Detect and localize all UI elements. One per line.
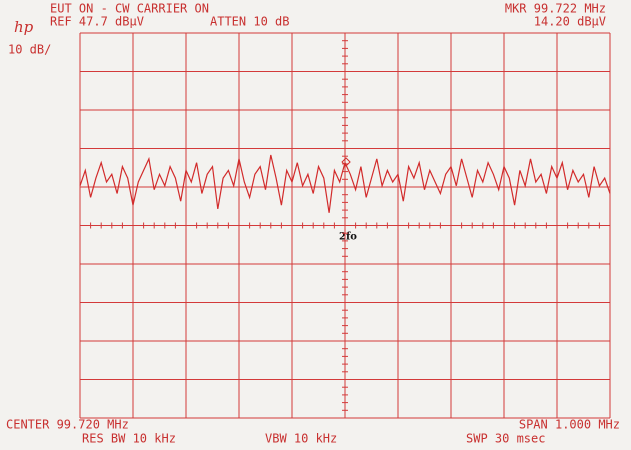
center-frequency: CENTER 99.720 MHz	[6, 418, 129, 432]
marker-level: 14.20 dBµV	[534, 15, 606, 29]
sweep-time: SWP 30 msec	[466, 432, 545, 446]
marker-frequency: MKR 99.722 MHz	[505, 2, 606, 16]
plot-area	[79, 32, 611, 419]
video-bandwidth: VBW 10 kHz	[265, 432, 337, 446]
logo: hp	[14, 18, 34, 36]
span: SPAN 1.000 MHz	[519, 418, 620, 432]
resolution-bandwidth: RES BW 10 kHz	[82, 432, 176, 446]
marker	[341, 157, 351, 167]
attenuation: ATTEN 10 dB	[210, 15, 289, 29]
scale: 10 dB/	[8, 43, 51, 57]
reference-level: REF 47.7 dBµV	[50, 15, 144, 29]
annotation: 2fo	[339, 232, 357, 243]
trace	[79, 154, 611, 213]
chart-title: EUT ON - CW CARRIER ON	[50, 2, 209, 16]
